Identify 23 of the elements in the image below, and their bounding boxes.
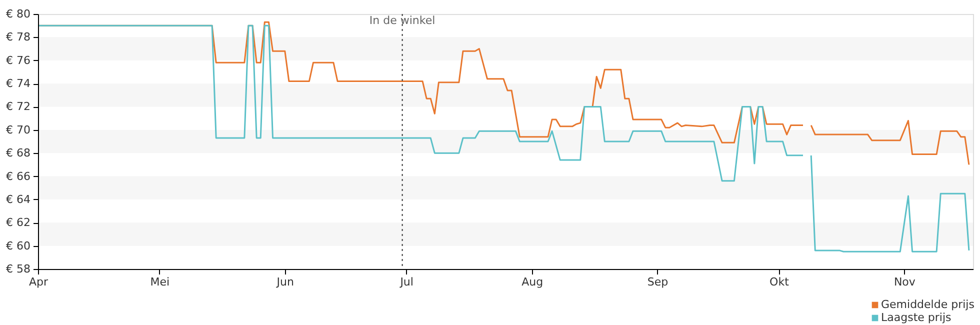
y-tick-label: € 70 xyxy=(6,123,30,136)
ref-line-label: In de winkel xyxy=(369,14,436,27)
y-tick-label: € 58 xyxy=(6,262,30,276)
y-tick-label: € 80 xyxy=(6,8,30,20)
y-tick-label: € 62 xyxy=(6,216,30,230)
x-tick-label: Sep xyxy=(647,276,668,288)
x-tick-label: Okt xyxy=(770,276,790,288)
y-tick-label: € 66 xyxy=(6,170,30,183)
x-tick-label: Jul xyxy=(399,276,414,288)
y-tick-label: € 64 xyxy=(6,192,30,206)
legend-label: Gemiddelde prijs xyxy=(881,298,975,311)
y-tick-label: € 60 xyxy=(6,239,30,252)
y-tick-label: € 72 xyxy=(6,100,30,114)
x-tick-label: Nov xyxy=(894,276,916,288)
y-tick-label: € 76 xyxy=(6,54,30,67)
y-tick-label: € 68 xyxy=(6,146,30,160)
y-tick-label: € 74 xyxy=(6,77,30,90)
legend-label: Laagste prijs xyxy=(881,311,952,324)
x-tick-label: Apr xyxy=(28,276,48,288)
x-tick-label: Mei xyxy=(150,276,170,288)
x-tick-label: Aug xyxy=(522,276,544,288)
x-tick-label: Jun xyxy=(276,276,294,288)
y-tick-label: € 78 xyxy=(6,30,30,44)
